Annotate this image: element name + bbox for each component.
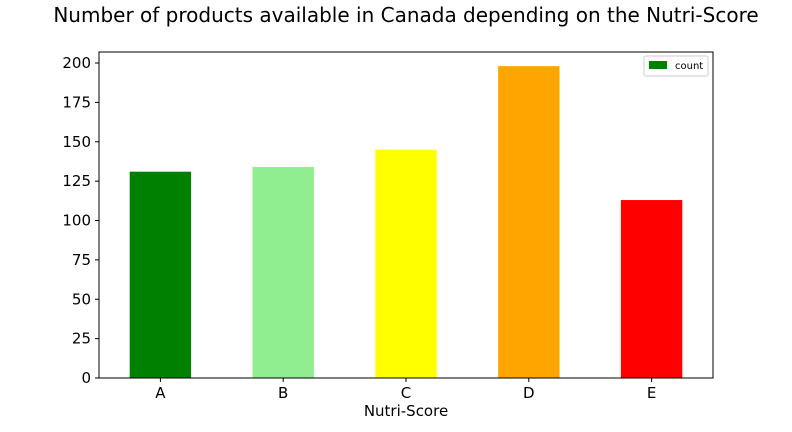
- y-tick-label: 125: [62, 172, 91, 190]
- bar-b: [252, 166, 314, 378]
- y-tick-label: 75: [72, 251, 91, 269]
- bars: [129, 66, 683, 378]
- y-tick-label: 150: [62, 133, 91, 151]
- legend: count: [643, 55, 709, 77]
- x-tick-label-a: A: [155, 384, 166, 402]
- y-tick-label: 175: [62, 93, 91, 111]
- bar-d: [498, 66, 560, 378]
- legend-swatch: [649, 61, 667, 69]
- x-tick-label-b: B: [278, 384, 288, 402]
- x-axis-label: Nutri-Score: [364, 402, 448, 420]
- y-tick-label: 200: [62, 54, 91, 72]
- bar-c: [375, 149, 437, 378]
- legend-label: count: [675, 61, 703, 72]
- x-tick-label-e: E: [647, 384, 656, 402]
- x-tick-label-c: C: [401, 384, 411, 402]
- x-tick-label-d: D: [523, 384, 535, 402]
- x-axis-ticks: A B C D E: [155, 378, 656, 402]
- y-tick-label: 25: [72, 330, 91, 348]
- y-axis-ticks: 0 25 50 75 100 125 150 175 200: [62, 54, 99, 387]
- y-tick-label: 100: [62, 212, 91, 230]
- plot-frame: [98, 51, 714, 379]
- y-tick-label: 50: [72, 290, 91, 308]
- bar-e: [620, 200, 683, 378]
- y-tick-label: 0: [81, 369, 91, 387]
- bar-a: [129, 171, 192, 378]
- chart-title: Number of products available in Canada d…: [53, 3, 758, 27]
